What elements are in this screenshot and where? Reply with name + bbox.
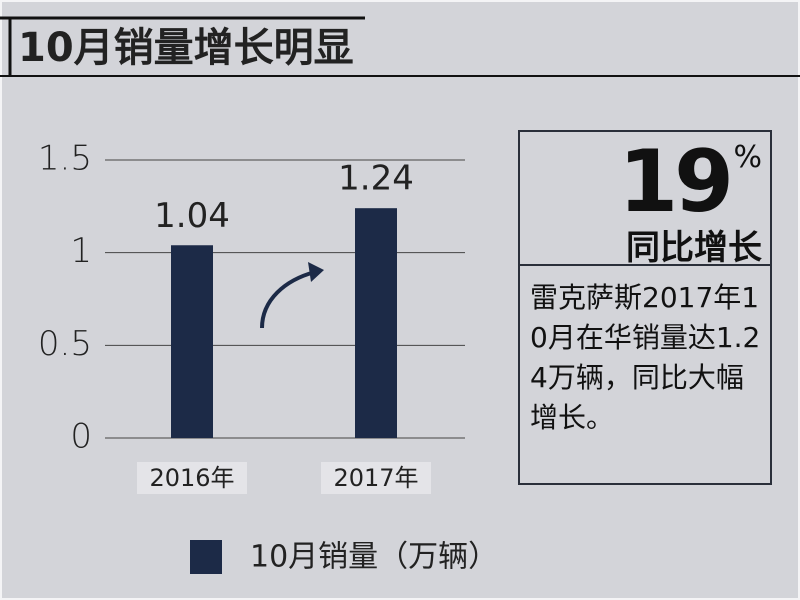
- callout-rule: [520, 264, 770, 266]
- legend-label: 10月销量（万辆）: [250, 540, 498, 575]
- legend-swatch: [190, 540, 222, 574]
- value-label: 1.24: [338, 159, 414, 199]
- growth-arrow-head: [308, 262, 324, 282]
- callout-text: 雷克萨斯2017年10月在华销量达1.24万辆，同比大幅增长。: [530, 281, 761, 434]
- growth-arrow: [260, 270, 316, 329]
- callout-unit: %: [733, 140, 762, 175]
- x-tick-label: 2017年: [333, 464, 418, 492]
- x-tick-bg: [137, 462, 247, 494]
- callout: 19 % 同比增长 雷克萨斯2017年10月在华销量达1.24万辆，同比大幅增长…: [518, 130, 772, 485]
- bar: [171, 245, 213, 438]
- y-tick-label: 0.5: [38, 324, 92, 364]
- callout-label: 同比增长: [626, 228, 762, 268]
- y-tick-label: 1: [70, 231, 92, 271]
- callout-value: 19: [618, 132, 734, 232]
- chart-title: 10月销量增长明显: [18, 25, 354, 71]
- bar: [355, 208, 397, 438]
- value-label: 1.04: [154, 196, 230, 236]
- y-tick-label: 0: [70, 417, 92, 457]
- x-tick-bg: [321, 462, 431, 494]
- x-tick-label: 2016年: [149, 464, 234, 492]
- y-tick-label: 1.5: [38, 139, 92, 179]
